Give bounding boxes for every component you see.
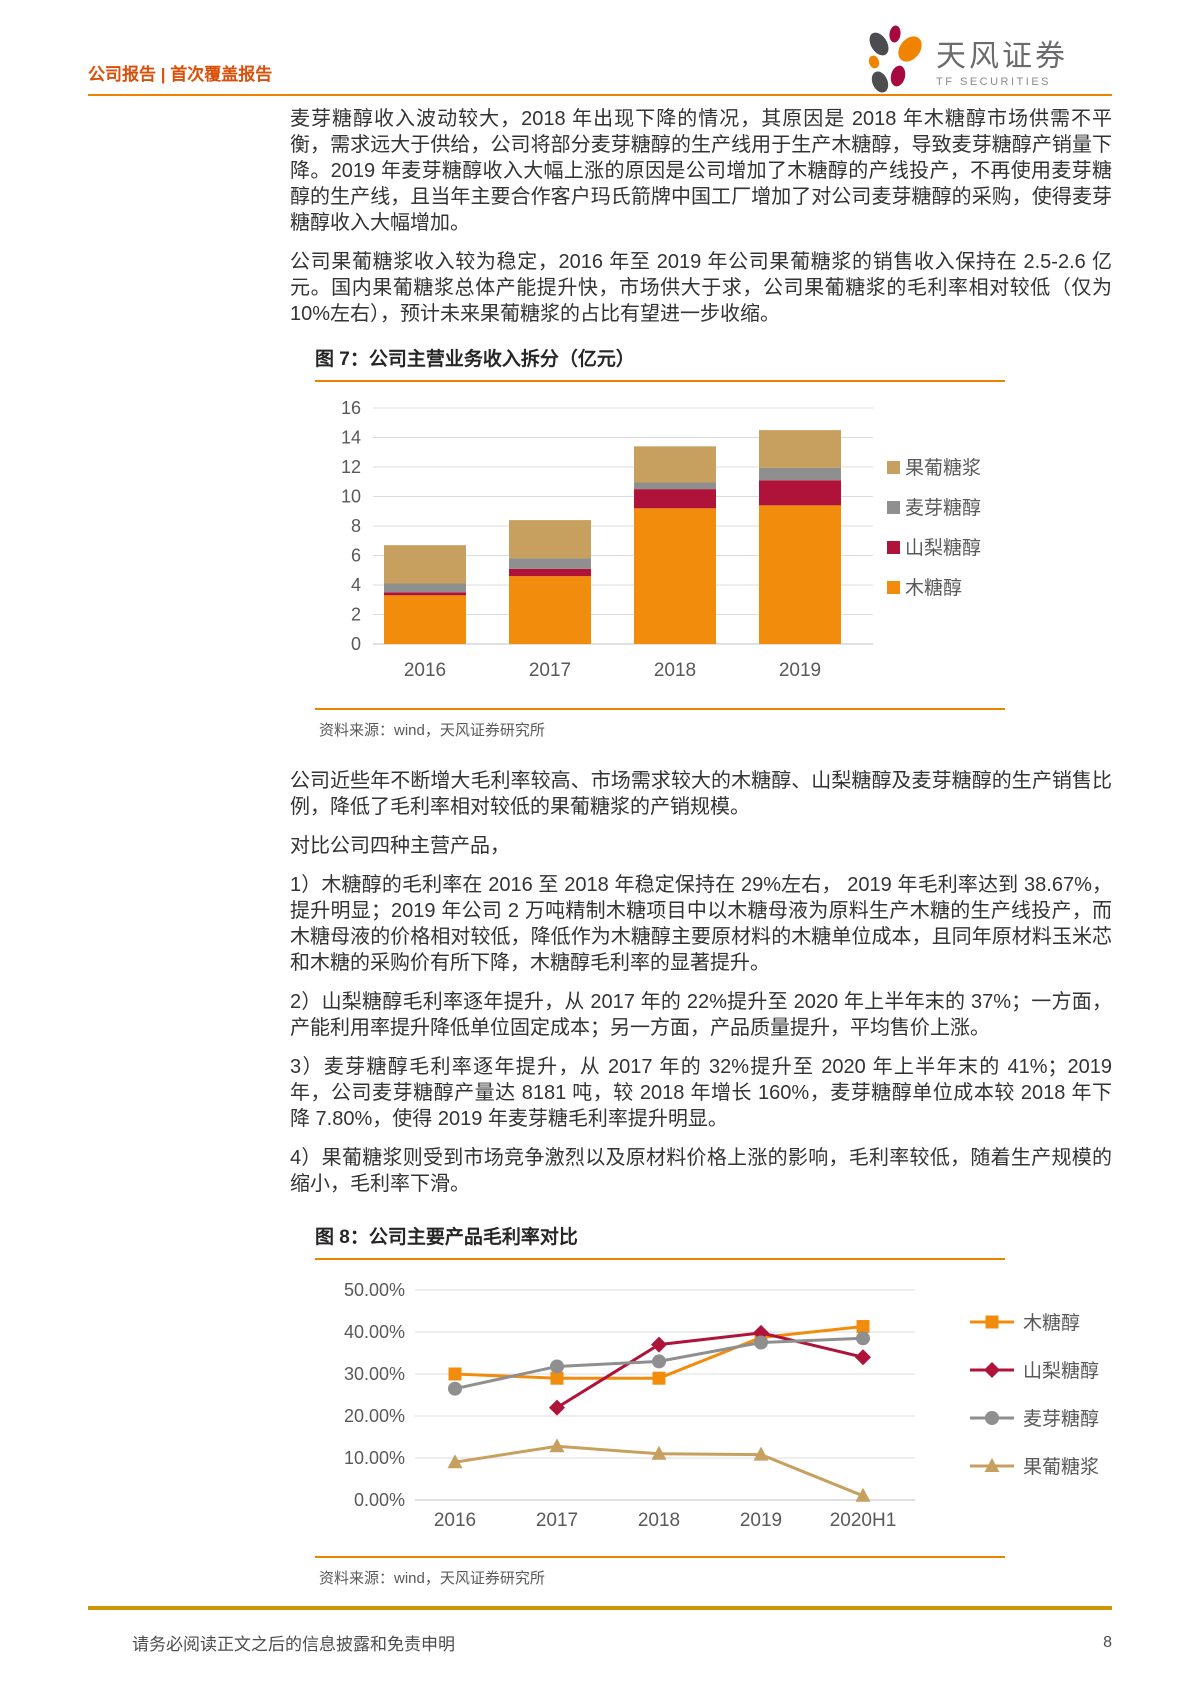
svg-text:山梨糖醇: 山梨糖醇: [1023, 1360, 1099, 1382]
header-divider: [88, 94, 1112, 96]
brand-name-en: TF SECURITIES: [936, 75, 1052, 88]
svg-text:2020H1: 2020H1: [830, 1510, 897, 1531]
svg-text:2016: 2016: [404, 660, 446, 681]
svg-text:0: 0: [351, 634, 361, 654]
figure8-block: 图 8：公司主要产品毛利率对比 0.00% 10.00% 20.00% 30.00% 4…: [315, 1226, 1099, 1588]
body-paragraph: 1）木糖醇的毛利率在 2016 至 2018 年稳定保持在 29%左右， 201…: [290, 874, 1112, 974]
body-paragraph: 麦芽糖醇收入波动较大，2018 年出现下降的情况，其原因是 2018 年木糖醇市…: [290, 108, 1112, 234]
svg-text:果葡糖浆: 果葡糖浆: [1023, 1456, 1099, 1478]
svg-text:2018: 2018: [638, 1510, 680, 1531]
svg-text:10: 10: [341, 487, 361, 507]
svg-text:2016: 2016: [434, 1510, 476, 1531]
svg-text:50.00%: 50.00%: [344, 1280, 405, 1300]
svg-text:30.00%: 30.00%: [344, 1364, 405, 1384]
body-paragraph: 3）麦芽糖醇毛利率逐年提升，从 2017 年的 32%提升至 2020 年上半年…: [290, 1056, 1112, 1130]
svg-text:2017: 2017: [529, 660, 571, 681]
body-paragraph: 2）山梨糖醇毛利率逐年提升，从 2017 年的 22%提升至 2020 年上半年…: [290, 991, 1112, 1039]
svg-text:40.00%: 40.00%: [344, 1322, 405, 1342]
svg-text:2019: 2019: [740, 1510, 782, 1531]
figure8-title-rule: [315, 1258, 1005, 1260]
svg-text:山梨糖醇: 山梨糖醇: [905, 537, 981, 559]
svg-text:2019: 2019: [779, 660, 821, 681]
svg-text:麦芽糖醇: 麦芽糖醇: [905, 497, 981, 519]
figure7-title-rule: [315, 380, 1005, 382]
text-block-2: 公司近些年不断增大毛利率较高、市场需求较大的木糖醇、山梨糖醇及麦芽糖醇的生产销售…: [290, 768, 1112, 1210]
svg-text:2: 2: [351, 605, 361, 625]
report-type-label: 公司报告 | 首次覆盖报告: [88, 65, 273, 84]
svg-text:10.00%: 10.00%: [344, 1448, 405, 1468]
body-paragraph: 4）果葡糖浆则受到市场竞争激烈以及原材料价格上涨的影响，毛利率较低，随着生产规模…: [290, 1147, 1112, 1195]
svg-text:20.00%: 20.00%: [344, 1406, 405, 1426]
figure7-chart-svg: 0 2 4 6 8 10 12 14 16 2016 2017 2018 2019 果葡糖浆麦芽糖醇山梨糖…: [341, 398, 981, 681]
svg-text:0.00%: 0.00%: [354, 1490, 405, 1510]
svg-text:果葡糖浆: 果葡糖浆: [905, 457, 981, 479]
svg-text:16: 16: [341, 398, 361, 418]
page-number: 8: [1103, 1633, 1112, 1651]
svg-text:14: 14: [341, 428, 361, 448]
footer-divider: [88, 1606, 1112, 1610]
tf-flower-icon: [868, 25, 922, 93]
svg-text:木糖醇: 木糖醇: [905, 577, 962, 599]
figure8-source: 资料来源：wind，天风证券研究所: [319, 1570, 545, 1587]
brand-logo: 天风证券 TF SECURITIES: [862, 24, 1068, 94]
svg-text:8: 8: [351, 516, 361, 536]
figure8-chart-svg: 0.00% 10.00% 20.00% 30.00% 40.00% 50.00% 2016 2…: [344, 1280, 1099, 1531]
text-block-1: 麦芽糖醇收入波动较大，2018 年出现下降的情况，其原因是 2018 年木糖醇市…: [290, 106, 1112, 340]
svg-text:12: 12: [341, 457, 361, 477]
figure7-block: 图 7：公司主营业务收入拆分（亿元） 0 2 4 6 8 10 12 14 16 2016 2017…: [315, 348, 1005, 740]
figure7-bottom-rule: [315, 708, 1005, 710]
figure7-source: 资料来源：wind，天风证券研究所: [319, 722, 545, 739]
body-paragraph: 公司果葡糖浆收入较为稳定，2016 年至 2019 年公司果葡糖浆的销售收入保持…: [290, 251, 1112, 325]
svg-text:麦芽糖醇: 麦芽糖醇: [1023, 1408, 1099, 1430]
svg-text:2018: 2018: [654, 660, 696, 681]
brand-name-cn: 天风证券: [936, 39, 1068, 73]
body-paragraph: 对比公司四种主营产品，: [290, 835, 510, 857]
footer-disclaimer: 请务必阅读正文之后的信息披露和免责申明: [132, 1635, 455, 1654]
svg-text:6: 6: [351, 546, 361, 566]
figure7-title: 图 7：公司主营业务收入拆分（亿元）: [315, 349, 635, 370]
footer: 请务必阅读正文之后的信息披露和免责申明 8: [88, 1630, 1112, 1655]
body-paragraph: 公司近些年不断增大毛利率较高、市场需求较大的木糖醇、山梨糖醇及麦芽糖醇的生产销售…: [290, 770, 1112, 818]
svg-text:木糖醇: 木糖醇: [1023, 1312, 1080, 1334]
figure8-bottom-rule: [315, 1556, 1005, 1558]
svg-text:2017: 2017: [536, 1510, 578, 1531]
figure8-title: 图 8：公司主要产品毛利率对比: [315, 1227, 578, 1248]
svg-text:4: 4: [351, 575, 361, 595]
